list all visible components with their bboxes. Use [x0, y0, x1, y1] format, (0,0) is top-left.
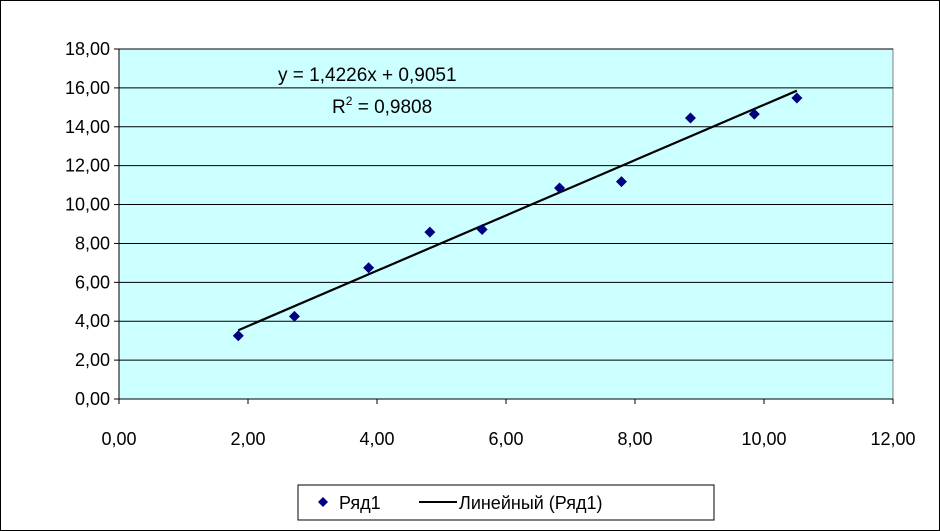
data-point: [288, 310, 300, 322]
y-tick-label: 14,00: [65, 117, 110, 137]
trendline: [237, 89, 798, 332]
trendline-group: [237, 89, 798, 332]
x-axis-tick-labels: 0,00 2,00 4,00 6,00 8,00 10,00 12,00: [101, 429, 915, 449]
y-tick-label: 16,00: [65, 78, 110, 98]
y-tick-label: 18,00: [65, 39, 110, 59]
legend-marker-diamond-icon: [318, 497, 328, 507]
x-tick-label: 8,00: [617, 429, 652, 449]
r-squared-symbol: R: [332, 97, 346, 118]
x-tick-label: 10,00: [741, 429, 786, 449]
legend-series-label: Ряд1: [339, 493, 381, 513]
gridlines: [119, 48, 893, 361]
trendline-equation: y = 1,4226x + 0,9051: [278, 65, 457, 86]
y-tick-label: 8,00: [75, 233, 110, 253]
data-point: [615, 176, 627, 188]
r-squared-value: = 0,9808: [352, 97, 432, 118]
axes: [114, 48, 894, 404]
legend-trendline-label: Линейный (Ряд1): [459, 493, 602, 513]
x-tick-label: 0,00: [101, 429, 136, 449]
y-tick-label: 0,00: [75, 389, 110, 409]
x-tick-label: 4,00: [359, 429, 394, 449]
data-point: [232, 330, 244, 342]
y-axis-tick-labels: 0,00 2,00 4,00 6,00 8,00 10,00 12,00 14,00 16,00…: [65, 39, 110, 409]
x-tick-label: 2,00: [230, 429, 265, 449]
data-point: [363, 262, 375, 274]
legend-box: [297, 484, 715, 521]
r-squared-superscript: 2: [346, 94, 353, 108]
data-point: [684, 112, 696, 124]
data-point: [791, 92, 803, 104]
x-tick-label: 12,00: [870, 429, 915, 449]
y-tick-label: 6,00: [75, 272, 110, 292]
plot-area: [118, 48, 894, 400]
y-tick-label: 10,00: [65, 195, 110, 215]
data-point: [424, 226, 436, 238]
x-tick-label: 6,00: [488, 429, 523, 449]
y-tick-label: 4,00: [75, 311, 110, 331]
data-point: [476, 223, 488, 235]
y-tick-label: 12,00: [65, 156, 110, 176]
legend: Ряд1 Линейный (Ряд1): [297, 484, 715, 521]
data-point: [554, 182, 566, 194]
r-squared-label: R2 = 0,9808: [332, 94, 432, 118]
y-tick-label: 2,00: [75, 350, 110, 370]
data-points: [232, 92, 803, 342]
data-point: [748, 108, 760, 120]
